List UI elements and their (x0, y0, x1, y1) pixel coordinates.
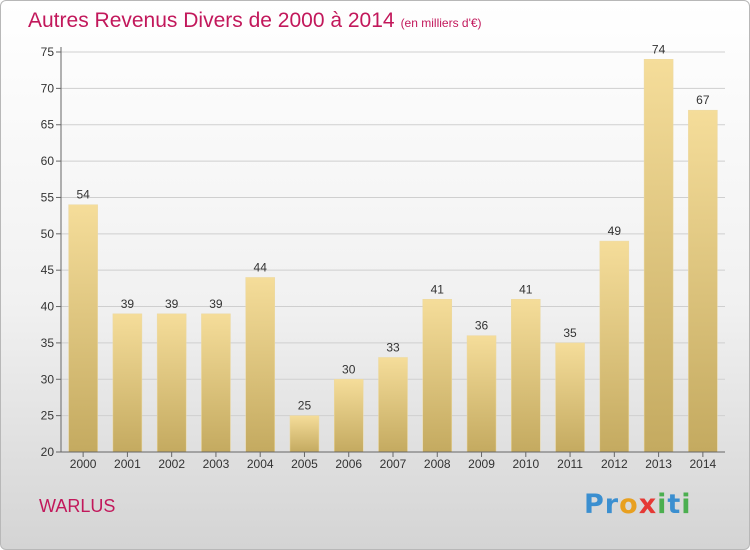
x-tick-label: 2009 (468, 457, 495, 471)
chart-title-text: Autres Revenus Divers de 2000 à 2014 (28, 9, 395, 32)
y-tick-label: 45 (41, 263, 55, 277)
bar-value-label: 33 (386, 340, 400, 354)
bar-value-label: 41 (519, 282, 533, 296)
bar[interactable] (643, 59, 674, 453)
bar[interactable] (156, 313, 187, 453)
y-tick-label: 55 (41, 190, 55, 204)
location-label: WARLUS (39, 496, 116, 516)
bar-value-label: 67 (696, 93, 710, 107)
bar-value-label: 39 (165, 297, 179, 311)
bar[interactable] (289, 415, 320, 453)
x-tick-label: 2011 (557, 457, 583, 471)
logo-letter: r (604, 489, 620, 520)
bar-value-label: 44 (254, 260, 268, 274)
y-tick-label: 50 (41, 227, 55, 241)
x-tick-label: 2012 (601, 457, 628, 471)
y-tick-label: 35 (41, 336, 55, 350)
bar[interactable] (112, 313, 143, 453)
x-tick-label: 2001 (114, 457, 141, 471)
y-tick-label: 75 (41, 45, 55, 59)
logo-letter: P (584, 489, 605, 520)
bar[interactable] (333, 379, 364, 453)
logo-letter: t (667, 489, 682, 520)
bar[interactable] (68, 204, 98, 453)
bar[interactable] (201, 313, 231, 453)
bar-value-label: 39 (209, 297, 223, 311)
bar[interactable] (511, 299, 541, 453)
logo-letter: i (681, 489, 692, 520)
x-tick-label: 2006 (335, 457, 362, 471)
x-tick-label: 2002 (158, 457, 185, 471)
y-tick-label: 30 (41, 372, 55, 386)
chart-unit: (en milliers d'€) (400, 16, 482, 30)
x-tick-label: 2004 (247, 457, 274, 471)
y-tick-label: 65 (41, 118, 55, 132)
bar-value-label: 35 (563, 326, 577, 340)
bar[interactable] (599, 240, 630, 453)
bar-value-label: 39 (121, 297, 135, 311)
bar[interactable] (688, 109, 718, 453)
bar-value-label: 25 (298, 399, 312, 413)
bar[interactable] (378, 357, 408, 453)
logo-letter: x (638, 489, 658, 520)
bar[interactable] (466, 335, 497, 453)
bar-value-label: 49 (608, 224, 622, 238)
x-tick-label: 2005 (291, 457, 318, 471)
proxiti-logo[interactable]: Proxiti (584, 489, 692, 520)
bar-value-label: 54 (76, 188, 90, 202)
x-tick-label: 2010 (512, 457, 539, 471)
y-tick-label: 25 (41, 409, 55, 423)
x-tick-label: 2008 (424, 457, 451, 471)
logo-letter: i (657, 489, 668, 520)
bar[interactable] (555, 342, 585, 453)
chart-title: Autres Revenus Divers de 2000 à 2014 (en … (28, 9, 482, 33)
bar-value-label: 74 (652, 42, 666, 56)
x-tick-label: 2003 (203, 457, 230, 471)
bar-value-label: 36 (475, 319, 489, 333)
bar-value-label: 41 (431, 282, 445, 296)
y-tick-label: 70 (41, 81, 55, 95)
x-tick-label: 2007 (380, 457, 407, 471)
bar-value-label: 30 (342, 362, 356, 376)
y-tick-label: 40 (41, 300, 55, 314)
bar[interactable] (245, 277, 275, 453)
x-tick-label: 2000 (70, 457, 97, 471)
bar[interactable] (422, 299, 453, 453)
y-tick-label: 60 (41, 154, 55, 168)
logo-letter: o (619, 489, 639, 520)
x-tick-label: 2014 (690, 457, 717, 471)
y-tick-label: 20 (41, 445, 55, 459)
x-tick-label: 2013 (645, 457, 672, 471)
